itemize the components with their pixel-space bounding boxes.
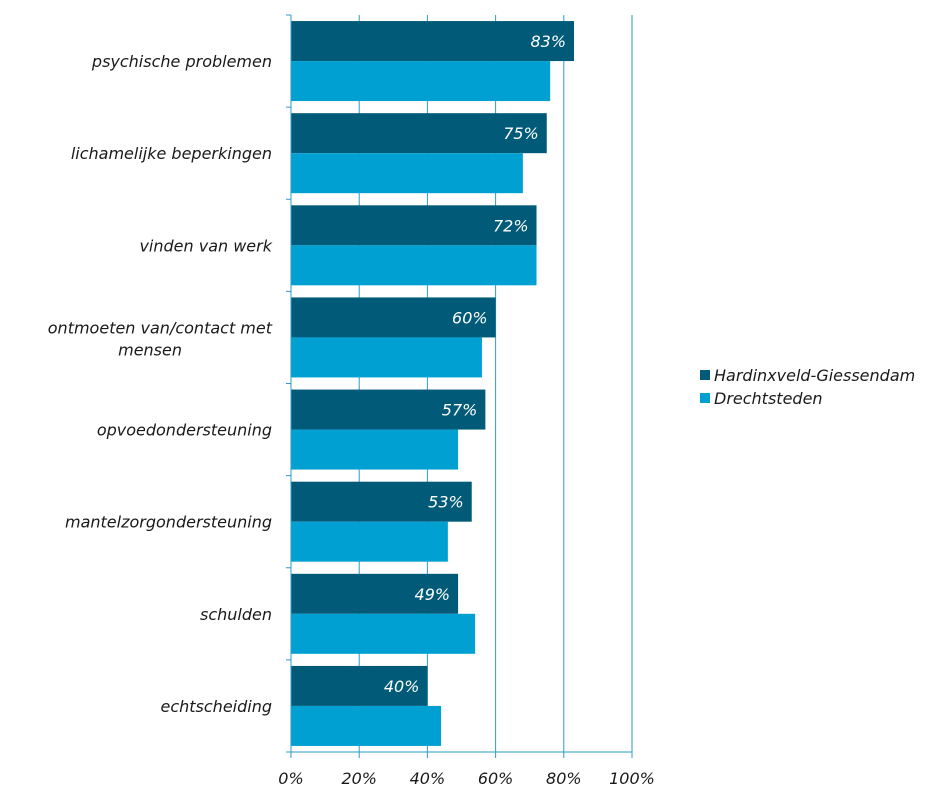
bar-hardinxveld-giessendam [291, 205, 537, 246]
x-tick-label: 100% [609, 769, 655, 787]
data-label: 60% [452, 308, 488, 327]
legend-swatch [700, 393, 710, 403]
x-tick-label: 0% [278, 769, 303, 787]
category-labels: psychische problemen lichamelijke beperki… [48, 52, 273, 716]
category-label: echtscheiding [160, 697, 272, 716]
category-label: vinden van werk [139, 236, 272, 255]
bar-drechtsteden [291, 245, 537, 286]
category-label: lichamelijke beperkingen [71, 144, 272, 163]
bar-hardinxveld-giessendam [291, 21, 575, 62]
category-label: ontmoeten van/contact met mensen [48, 318, 273, 359]
x-tick-label: 60% [478, 769, 514, 787]
bar-hardinxveld-giessendam [291, 573, 459, 614]
bar-hardinxveld-giessendam [291, 481, 472, 522]
legend[interactable]: Hardinxveld-Giessendam Drechtsteden [700, 366, 915, 408]
bar-hardinxveld-giessendam [291, 297, 496, 338]
bars: 83% 75% 72% 60% 57% 53% 49% 40% [291, 21, 575, 746]
bar-hardinxveld-giessendam [291, 389, 486, 430]
category-label: opvoedondersteuning [97, 421, 272, 440]
data-label: 49% [415, 585, 451, 604]
category-label: schulden [200, 605, 272, 624]
x-tick-labels: 0% 20% 40% 60% 80% 100% [278, 769, 655, 787]
bar-drechtsteden [291, 521, 448, 562]
x-tick-label: 40% [410, 769, 446, 787]
bar-drechtsteden [291, 613, 476, 654]
category-label: mantelzorgondersteuning [65, 513, 272, 532]
legend-label: Drechtsteden [714, 389, 823, 408]
data-label: 53% [428, 493, 464, 512]
bar-drechtsteden [291, 705, 442, 746]
data-label: 75% [503, 124, 539, 143]
x-tick-label: 20% [341, 769, 377, 787]
bar-drechtsteden [291, 337, 482, 378]
category-label: psychische problemen [91, 52, 272, 71]
bar-drechtsteden [291, 153, 523, 194]
data-label: 57% [442, 401, 478, 420]
x-tick-label: 80% [546, 769, 582, 787]
bar-drechtsteden [291, 429, 459, 470]
data-label: 83% [530, 32, 566, 51]
axes [286, 14, 633, 758]
bar-hardinxveld-giessendam [291, 113, 547, 154]
bar-drechtsteden [291, 61, 551, 102]
legend-label: Hardinxveld-Giessendam [714, 366, 915, 385]
bar-hardinxveld-giessendam [291, 665, 428, 706]
legend-swatch [700, 370, 710, 380]
data-label: 72% [493, 216, 529, 235]
data-label: 40% [384, 677, 420, 696]
